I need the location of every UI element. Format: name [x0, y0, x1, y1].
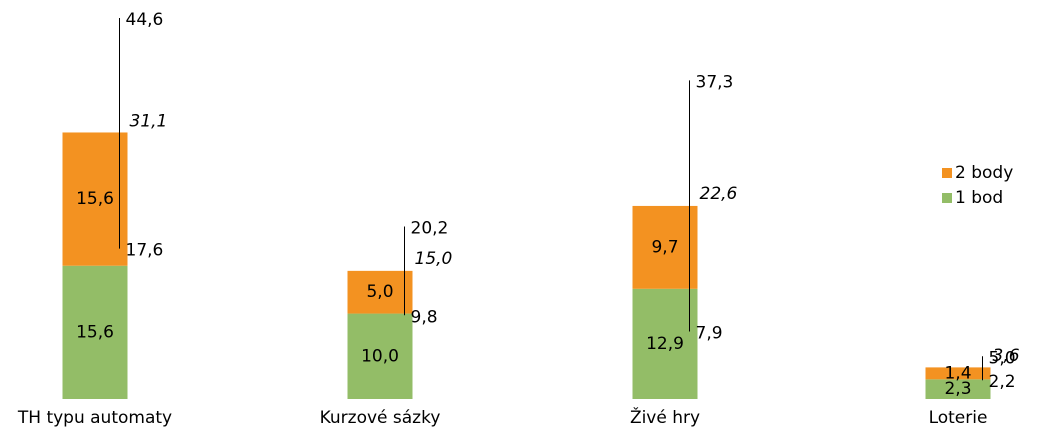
range-high-label: 20,2 [411, 218, 449, 238]
range-high-label: 37,3 [696, 72, 734, 92]
segment-label: 12,9 [646, 334, 684, 354]
legend-swatch [942, 168, 952, 178]
segment-label: 10,0 [361, 346, 399, 366]
legend-label: 2 body [955, 163, 1013, 183]
range-high-label: 44,6 [126, 10, 164, 30]
bar-segment [347, 270, 413, 314]
segment-label: 1,4 [944, 363, 971, 383]
x-tick-label: Kurzové sázky [320, 408, 441, 428]
range-low-label: 7,9 [696, 324, 723, 344]
bar-segment [62, 265, 128, 399]
range-low-label: 9,8 [411, 307, 438, 327]
bar-segment [925, 379, 991, 399]
segment-label: 15,6 [76, 322, 114, 342]
legend-label: 1 bod [955, 188, 1003, 208]
total-label: 3,6 [993, 346, 1020, 366]
bar-segment [632, 205, 698, 289]
bar-segment [632, 288, 698, 399]
x-tick-label: Loterie [929, 408, 988, 428]
x-tick-label: Živé hry [630, 406, 700, 428]
segment-label: 5,0 [366, 282, 393, 302]
bar-segment [347, 313, 413, 399]
range-low-label: 17,6 [126, 241, 164, 261]
bar-segment [62, 132, 128, 266]
x-tick-label: TH typu automaty [17, 408, 172, 428]
segment-label: 9,7 [651, 237, 678, 257]
segment-label: 15,6 [76, 189, 114, 209]
total-label: 15,0 [415, 249, 453, 269]
range-low-label: 2,2 [989, 372, 1016, 392]
segment-label: 2,3 [944, 379, 971, 399]
legend-swatch [942, 193, 952, 203]
bar-segment [925, 367, 991, 380]
total-label: 22,6 [700, 184, 738, 204]
total-label: 31,1 [130, 111, 168, 131]
range-high-label: 5,0 [989, 348, 1016, 368]
